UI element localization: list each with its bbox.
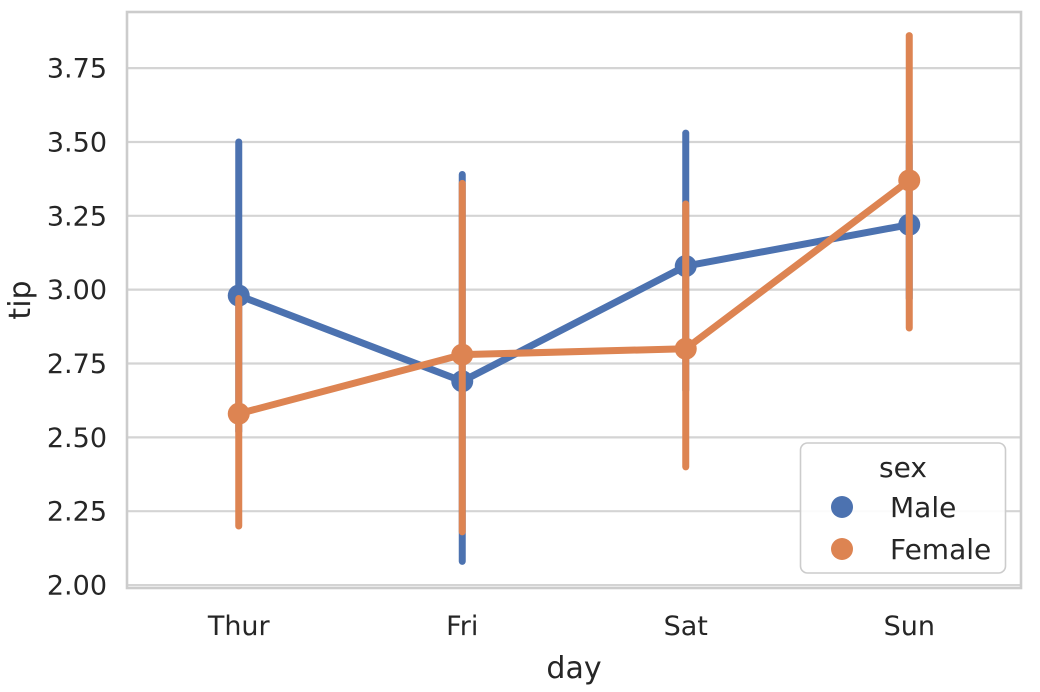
point-female-thur [227,402,250,425]
y-tick-label: 2.00 [47,571,107,602]
point-female-fri [451,343,474,366]
y-tick-label: 2.25 [47,497,107,528]
line-female [237,177,912,418]
series-female [227,32,921,536]
line-male [237,221,910,385]
y-tick-label: 3.75 [47,54,107,85]
y-tick-labels: 2.00 2.25 2.50 2.75 3.00 3.25 3.50 3.75 [47,54,107,602]
series-layer [227,32,921,565]
plot-border [125,10,1023,590]
legend-box [799,442,1007,574]
y-tick-label: 3.00 [47,275,107,306]
legend-female-label: Female [890,533,991,566]
legend-male-marker-icon [831,496,853,518]
legend-title: sex [879,451,927,484]
point-female-sun [898,169,921,192]
y-tick-label: 2.50 [47,423,107,454]
y-axis-label: tip [3,280,38,319]
x-axis-label: day [546,651,601,686]
legend-male-label: Male [890,491,956,524]
x-tick-labels: Thur Fri Sat Sun [207,611,935,642]
legend-female-marker-icon [831,538,853,560]
y-tick-label: 3.50 [47,127,107,158]
y-tick-label: 2.75 [47,349,107,380]
x-tick-label: Sun [884,611,935,642]
point-female-sat [674,337,697,360]
x-tick-label: Thur [207,611,271,642]
gridlines [127,67,1021,587]
y-tick-label: 3.25 [47,201,107,232]
x-tick-label: Fri [446,611,478,642]
x-tick-label: Sat [664,611,708,642]
legend: sex Male Female [799,442,1007,574]
